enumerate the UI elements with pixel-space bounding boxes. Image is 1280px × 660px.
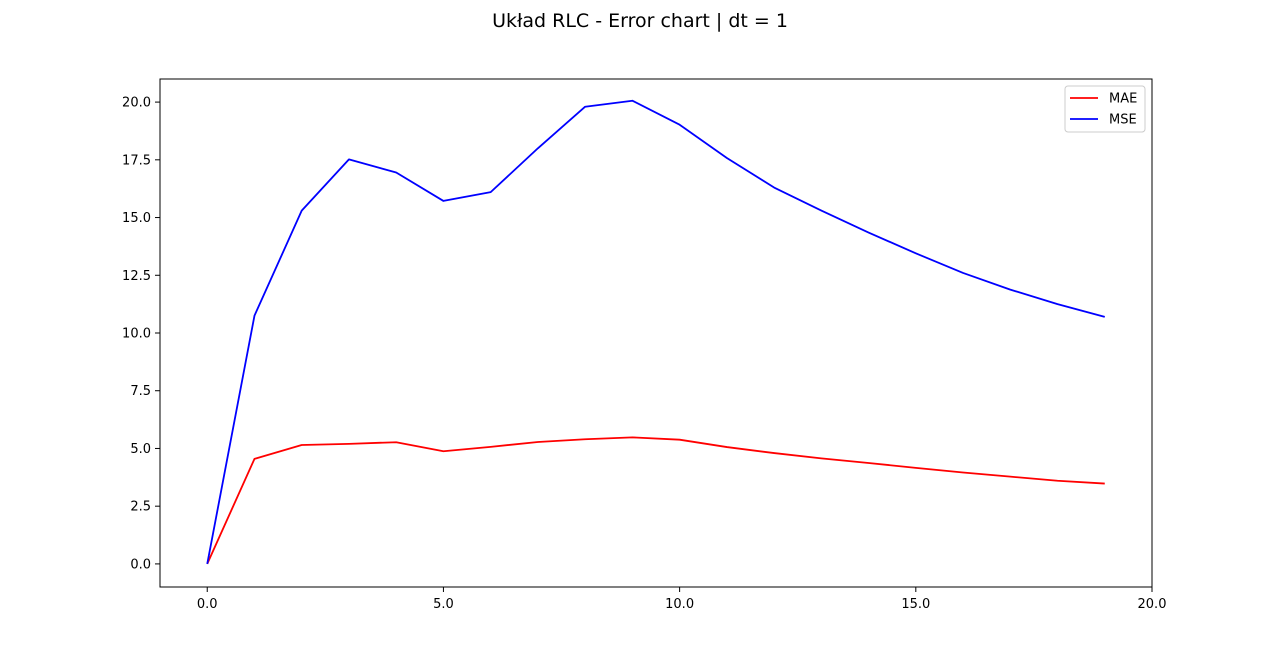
y-tick-label: 5.0	[130, 442, 151, 457]
y-tick-label: 0.0	[130, 557, 151, 572]
chart-title: Układ RLC - Error chart | dt = 1	[492, 10, 788, 32]
legend-label-mse: MSE	[1109, 113, 1137, 128]
x-tick-label: 5.0	[433, 597, 454, 612]
y-tick-label: 10.0	[122, 327, 151, 342]
series-line-mae	[206, 436, 1105, 565]
legend: MAE MSE	[1064, 85, 1146, 133]
y-tick-label: 20.0	[122, 96, 151, 111]
y-tick-label: 17.5	[122, 153, 151, 168]
y-tick-label: 2.5	[130, 500, 151, 515]
x-tick-label: 15.0	[901, 597, 930, 612]
plot-area-frame	[159, 78, 1153, 588]
y-tick-label: 7.5	[130, 384, 151, 399]
series-line-mse	[206, 99, 1105, 565]
y-tick-label: 15.0	[122, 211, 151, 226]
y-tick-label: 12.5	[122, 269, 151, 284]
legend-label-mae: MAE	[1109, 92, 1137, 107]
x-tick-label: 10.0	[665, 597, 694, 612]
x-tick-label: 20.0	[1138, 597, 1167, 612]
x-tick-label: 0.0	[197, 597, 218, 612]
